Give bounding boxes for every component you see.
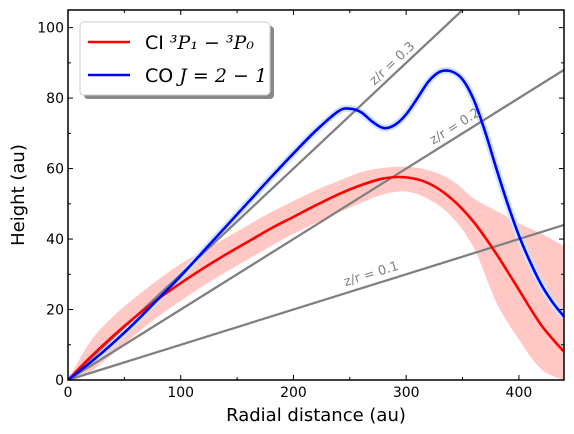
y-axis-label: Height (au) bbox=[8, 144, 29, 246]
legend: CI ³P₁ − ³P₀ CO J = 2 − 1 bbox=[79, 21, 274, 99]
x-tick-label: 0 bbox=[64, 385, 73, 401]
x-axis-label: Radial distance (au) bbox=[226, 405, 406, 426]
plot-frame bbox=[67, 9, 565, 381]
ref-line-0-1 bbox=[68, 223, 564, 380]
x-tick-label: 300 bbox=[393, 385, 420, 401]
y-tick-label: 40 bbox=[46, 232, 64, 248]
y-tick-label: 60 bbox=[46, 162, 64, 178]
legend-label-co: CO J = 2 − 1 bbox=[145, 65, 267, 87]
y-tick-label: 0 bbox=[55, 373, 64, 389]
y-tick-label: 80 bbox=[46, 91, 64, 107]
y-tick-label: 20 bbox=[46, 303, 64, 319]
uncertainty-band-0 bbox=[68, 166, 564, 380]
legend-label-co-math: J = 2 − 1 bbox=[175, 65, 267, 87]
x-tick-label: 400 bbox=[506, 385, 533, 401]
y-tick-label: 100 bbox=[37, 21, 64, 37]
legend-label-ci-math: ³P₁ − ³P₀ bbox=[170, 32, 254, 54]
x-tick-label: 100 bbox=[167, 385, 194, 401]
legend-label-ci-main: CI bbox=[145, 32, 170, 54]
legend-label-ci: CI ³P₁ − ³P₀ bbox=[145, 32, 254, 54]
legend-box bbox=[79, 21, 271, 96]
legend-label-co-main: CO bbox=[145, 65, 179, 87]
series-line-1 bbox=[68, 69, 564, 380]
x-tick-label: 200 bbox=[280, 385, 307, 401]
